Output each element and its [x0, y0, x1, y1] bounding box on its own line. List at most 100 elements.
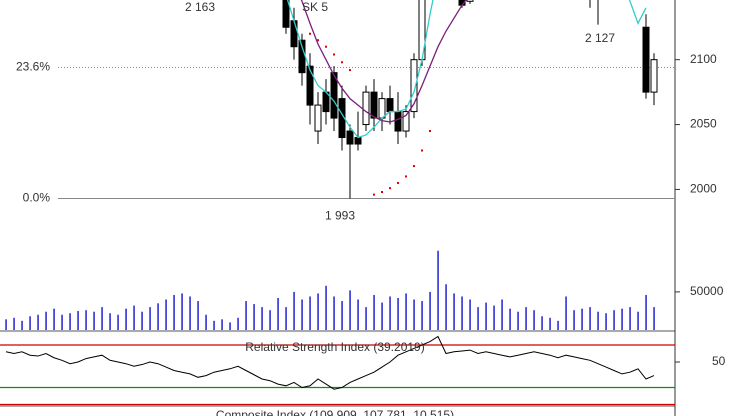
volume-bar [21, 320, 23, 330]
sar-dot [373, 193, 375, 196]
volume-bar [141, 311, 143, 330]
volume-bar [277, 297, 279, 330]
candle-body [306, 65, 314, 106]
fib-label: 23.6% [16, 60, 50, 74]
volume-bar [573, 310, 575, 330]
volume-bar [93, 311, 95, 330]
volume-bar [101, 307, 103, 330]
price-panel [58, 0, 675, 200]
volume-bar [309, 296, 311, 330]
volume-bar [445, 284, 447, 330]
volume-bar [245, 301, 247, 330]
candle-body [354, 137, 362, 145]
volume-bar [437, 250, 439, 330]
sar-dot [397, 181, 399, 184]
volume-bar [461, 296, 463, 330]
line [5, 335, 655, 390]
sar-dot [429, 130, 431, 133]
line [628, 0, 647, 25]
volume-bar [533, 310, 535, 330]
volume-bar [373, 294, 375, 330]
volume-bar [325, 285, 327, 330]
candle-body [410, 59, 418, 113]
y-tick-label: 2000 [690, 182, 717, 196]
volume-bar [541, 316, 543, 330]
volume-bar [421, 301, 423, 330]
volume-bar [253, 304, 255, 330]
volume-bar [45, 311, 47, 330]
panel-title: Composite Index (109.909, 107.781, 10.51… [216, 408, 454, 416]
axis-labels: 23.6% 0.0% SK 5 2 163 1 993 2 127 2000 2050 2100… [16, 0, 726, 368]
volume-bar [5, 319, 7, 330]
volume-bar [117, 314, 119, 330]
volume-bar [125, 308, 127, 330]
sar-dot [389, 187, 391, 190]
volume-bar [653, 307, 655, 330]
volume-bar [493, 305, 495, 330]
sar-dot [341, 61, 343, 64]
line [286, 0, 434, 139]
sar-dot [325, 45, 327, 48]
volume-bar [221, 319, 223, 330]
candle-body [282, 0, 290, 28]
candle-body [330, 72, 338, 119]
volume-bar [381, 302, 383, 330]
volume-bar [29, 316, 31, 330]
volume-bar [333, 296, 335, 330]
candle-body [394, 111, 402, 132]
y-tick-label: 50 [712, 354, 726, 368]
line [300, 0, 467, 123]
volume-bar [237, 317, 239, 330]
candle-body [650, 59, 658, 93]
sar-dot [413, 165, 415, 168]
volume-bar [629, 307, 631, 330]
volume-bar [517, 311, 519, 330]
volume-bar [149, 307, 151, 330]
volume-bar [357, 299, 359, 330]
volume-bar [365, 307, 367, 330]
volume-bar [13, 317, 15, 330]
sar-dot [421, 149, 423, 152]
price-annotation: 1 993 [325, 209, 355, 223]
candle-body [378, 98, 386, 119]
price-annotation: 2 163 [185, 0, 215, 14]
sar-dot [349, 69, 351, 72]
volume-bar [637, 311, 639, 330]
volume-bar [621, 308, 623, 330]
volume-bar [413, 299, 415, 330]
volume-bar [565, 296, 567, 330]
volume-bar [605, 313, 607, 330]
volume-bar [77, 310, 79, 330]
volume-bar [173, 294, 175, 330]
volume-bar [453, 293, 455, 330]
volume-bar [301, 299, 303, 330]
price-annotation: 2 127 [585, 31, 615, 45]
volume-bar [229, 322, 231, 330]
volume-bar [133, 305, 135, 330]
volume-bar [317, 293, 319, 330]
volume-bar [269, 310, 271, 330]
volume-bar [613, 310, 615, 330]
volume-bar [589, 307, 591, 330]
volume-bar [181, 293, 183, 330]
candle-body [362, 91, 370, 126]
volume-bar [469, 299, 471, 330]
volume-bar [197, 301, 199, 330]
volume-bar [405, 293, 407, 330]
candle-body [370, 91, 378, 119]
volume-bar [397, 297, 399, 330]
volume-bar [581, 308, 583, 330]
volume-bar [285, 307, 287, 330]
sar-dot [381, 191, 383, 194]
volume-bar [261, 307, 263, 330]
sar-dot [317, 39, 319, 42]
volume-bar [85, 310, 87, 330]
y-tick-label: 2050 [690, 117, 717, 131]
volume-bar [349, 290, 351, 330]
candle-body [402, 111, 410, 132]
volume-bar [501, 299, 503, 330]
candle-body [346, 130, 354, 145]
candle-body [290, 20, 298, 48]
